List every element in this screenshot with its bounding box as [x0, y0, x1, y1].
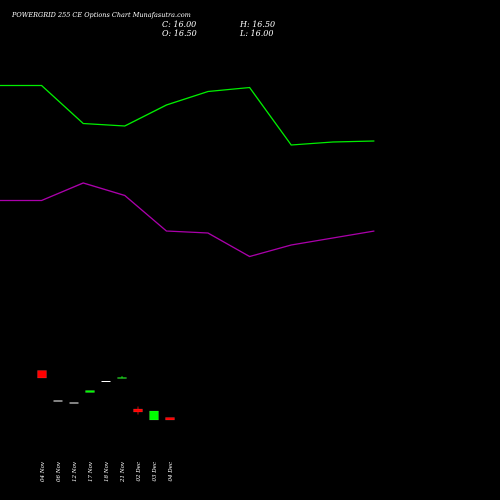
indicator-line-1 — [0, 84, 375, 146]
candle-03-dec — [149, 410, 159, 421]
indicator-line-2 — [0, 182, 375, 258]
candle-body — [37, 370, 47, 379]
candle-body — [85, 390, 95, 393]
high-value: H: 16.50 — [240, 20, 276, 29]
candle-body — [69, 402, 79, 404]
candle-body — [101, 381, 111, 382]
candle-17-nov — [85, 390, 95, 393]
x-tick-label: 04 Nov — [40, 461, 46, 482]
candle-body — [117, 377, 127, 379]
candle-body — [53, 400, 63, 402]
x-tick-label: 02 Dec — [136, 462, 142, 482]
candle-body — [149, 410, 159, 421]
open-value: O: 16.50 — [162, 29, 197, 38]
x-tick-label: 17 Nov — [88, 461, 94, 482]
candle-02-dec — [133, 406, 143, 415]
indicator-lines — [0, 84, 375, 258]
chart-title: POWERGRID 255 CE Options Chart Munafasut… — [12, 11, 191, 19]
candle-12-nov — [69, 402, 79, 404]
close-value: C: 16.00 — [162, 20, 197, 29]
candle-21-nov — [117, 376, 127, 379]
x-tick-label: 06 Nov — [56, 461, 62, 482]
low-value: L: 16.00 — [240, 29, 274, 38]
candle-body — [133, 408, 143, 413]
x-tick-label: 04 Dec — [168, 462, 174, 482]
x-tick-label: 21 Nov — [120, 461, 126, 483]
candle-body — [165, 417, 175, 421]
x-tick-label: 03 Dec — [152, 462, 158, 482]
candle-04-nov — [37, 370, 47, 379]
x-axis-labels: 04 Nov 06 Nov 12 Nov 17 Nov 18 Nov 21 Nov 02 D… — [40, 461, 174, 483]
x-tick-label: 12 Nov — [72, 461, 78, 482]
candles — [37, 370, 175, 421]
x-tick-label: 18 Nov — [104, 461, 110, 482]
candle-06-nov — [53, 400, 63, 402]
candle-18-nov — [101, 381, 111, 382]
candle-04-dec — [165, 417, 175, 421]
